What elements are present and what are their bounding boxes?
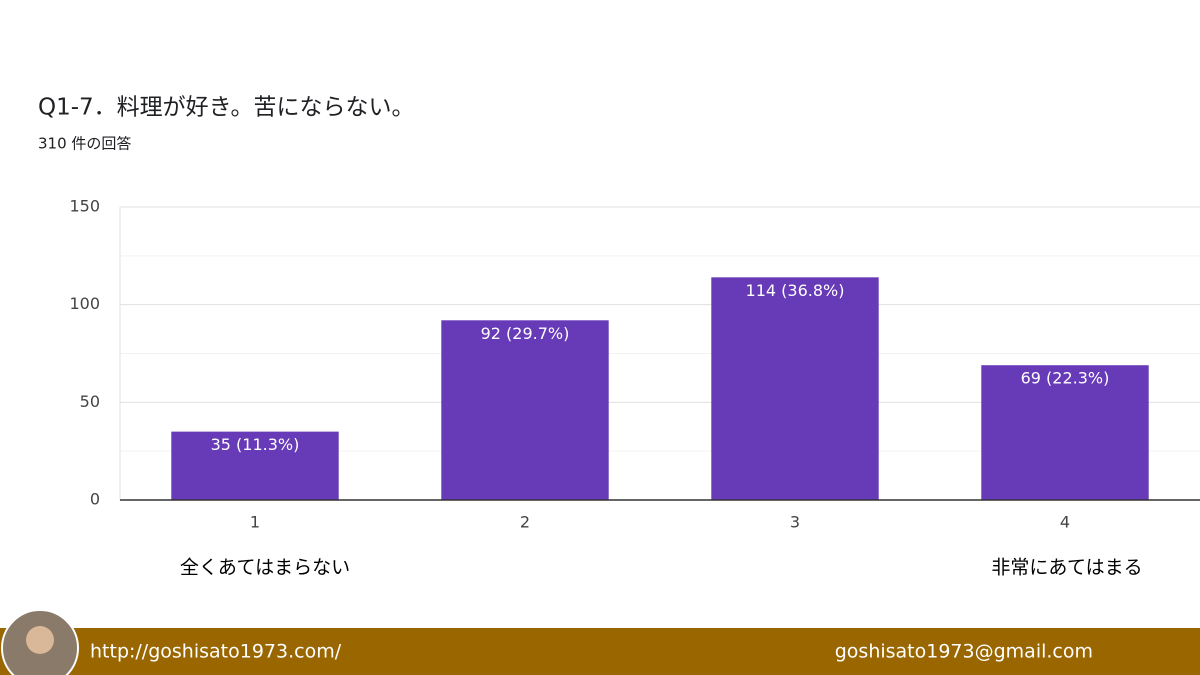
- y-tick-label: 100: [69, 294, 100, 313]
- x-tick-label: 3: [790, 513, 800, 532]
- bar: [171, 431, 339, 500]
- footer-url: http://goshisato1973.com/: [90, 641, 342, 663]
- x-tick-label: 4: [1060, 513, 1070, 532]
- value-label: 92 (29.7%): [481, 324, 570, 343]
- value-label: 114 (36.8%): [746, 281, 845, 300]
- value-label: 69 (22.3%): [1021, 369, 1110, 388]
- footer-band: [0, 628, 1200, 675]
- y-tick-label: 150: [69, 197, 100, 216]
- scale-low-label: 全くあてはまらない: [180, 557, 350, 579]
- chart-title: Q1-7．料理が好き。苦にならない。: [38, 95, 415, 121]
- chart-subtitle: 310 件の回答: [38, 135, 131, 153]
- value-label: 35 (11.3%): [211, 435, 300, 454]
- bar: [711, 277, 879, 500]
- bar: [441, 320, 609, 500]
- avatar-face: [26, 626, 54, 654]
- scale-high-label: 非常にあてはまる: [991, 557, 1142, 579]
- x-tick-label: 1: [250, 513, 260, 532]
- y-tick-label: 50: [80, 392, 100, 411]
- y-tick-label: 0: [90, 490, 100, 509]
- bar: [981, 365, 1149, 500]
- footer-email: goshisato1973@gmail.com: [835, 641, 1093, 663]
- x-tick-label: 2: [520, 513, 530, 532]
